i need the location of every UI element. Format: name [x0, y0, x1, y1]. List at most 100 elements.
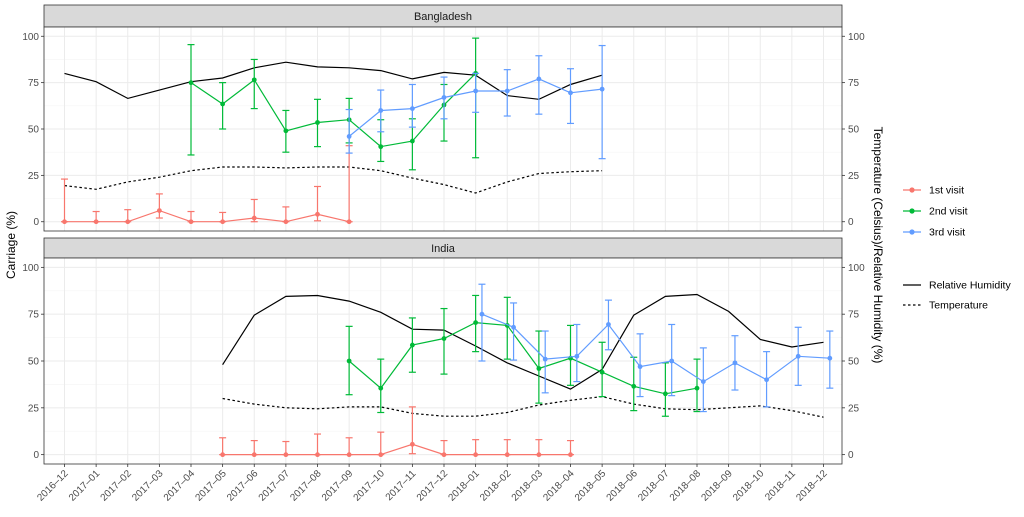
y-tick-label-right: 50 — [848, 125, 860, 136]
x-tick-label: 2018–08 — [668, 468, 704, 504]
data-point — [188, 80, 194, 86]
data-point — [283, 219, 289, 225]
x-tick-label: 2018–01 — [446, 468, 482, 504]
y-tick-label-right: 75 — [848, 78, 860, 89]
series-line — [481, 313, 830, 383]
data-point — [441, 95, 447, 100]
data-point — [283, 128, 289, 134]
legend-label: 3rd visit — [929, 227, 965, 239]
y-tick-label-left: 50 — [28, 125, 40, 136]
humidity-line — [64, 61, 603, 100]
y-axis-title-right: Temperature (Celsius)/Relative Humidity … — [871, 127, 885, 364]
legend-item-visit: 2nd visit — [903, 206, 968, 218]
data-point — [409, 441, 415, 447]
x-tick-label: 2018–03 — [510, 468, 546, 504]
data-point — [346, 452, 352, 458]
data-point — [251, 452, 257, 458]
y-tick-label-left: 100 — [22, 32, 39, 43]
legend-key-point — [909, 187, 915, 193]
legend-label: 1st visit — [929, 185, 964, 197]
data-point — [346, 134, 352, 139]
data-point — [669, 358, 675, 364]
series-line — [64, 209, 350, 223]
data-point — [315, 452, 320, 458]
data-point — [220, 219, 226, 225]
data-point — [568, 90, 573, 96]
data-point — [409, 342, 415, 348]
data-point — [441, 452, 447, 458]
data-point — [536, 76, 542, 82]
series-line — [190, 72, 477, 148]
data-point — [62, 219, 67, 225]
y-tick-label-right: 25 — [848, 403, 860, 414]
legend-item-env: Relative Humidity — [903, 280, 1011, 292]
x-tick-label: 2017–12 — [415, 468, 451, 504]
data-point — [536, 452, 542, 458]
x-tick-label: 2017–08 — [288, 468, 324, 504]
x-tick-label: 2017–09 — [320, 468, 356, 504]
x-tick-label: 2016–12 — [35, 468, 71, 504]
data-point — [536, 366, 542, 371]
x-tick-label: 2017–04 — [162, 468, 198, 504]
data-point — [662, 391, 668, 397]
y-tick-label-right: 0 — [848, 217, 854, 228]
y-tick-label-left: 25 — [28, 403, 40, 414]
data-point — [378, 452, 384, 458]
data-point — [504, 452, 510, 458]
series-line — [222, 443, 571, 456]
data-point — [542, 356, 548, 362]
data-point — [637, 364, 643, 370]
y-tick-label-left: 0 — [33, 450, 39, 461]
humidity-line — [222, 293, 824, 390]
legend-key-point — [909, 208, 915, 214]
data-point — [568, 452, 573, 458]
series-3 — [345, 44, 606, 160]
series-3 — [478, 283, 834, 413]
data-point — [441, 336, 447, 341]
data-point — [473, 320, 479, 326]
legend-key-point — [909, 229, 915, 235]
legend-label: 2nd visit — [929, 206, 968, 218]
x-tick-label: 2017–11 — [384, 468, 419, 503]
legend-label: Relative Humidity — [929, 280, 1011, 292]
temperature-line — [222, 395, 824, 418]
x-tick-label: 2018–12 — [794, 468, 830, 504]
panel-india: India 0 0 25 25 50 50 75 75 100 100 — [22, 237, 865, 465]
series-1 — [61, 145, 353, 225]
panel-bangladesh: Bangladesh 0 0 25 25 50 50 75 75 100 100 — [22, 4, 865, 232]
y-tick-label-right: 75 — [848, 310, 860, 321]
data-point — [346, 219, 352, 225]
data-point — [606, 322, 611, 327]
y-tick-label-right: 100 — [848, 263, 865, 274]
data-point — [574, 353, 580, 359]
series-line — [348, 321, 698, 395]
y-tick-label-right: 100 — [848, 32, 865, 43]
y-tick-label-left: 50 — [28, 357, 40, 368]
data-point — [378, 108, 384, 113]
data-point — [827, 355, 833, 361]
data-point — [473, 452, 479, 458]
data-point — [732, 360, 738, 366]
data-point — [188, 219, 194, 225]
data-point — [283, 452, 289, 458]
temperature-line — [64, 166, 603, 194]
data-point — [251, 215, 257, 221]
data-point — [156, 208, 162, 214]
data-point — [93, 219, 99, 225]
y-tick-label-left: 75 — [28, 78, 40, 89]
y-tick-label-left: 100 — [22, 263, 39, 274]
x-tick-label: 2018–05 — [573, 468, 609, 504]
y-axis-title-left: Carriage (%) — [4, 211, 18, 279]
y-tick-label-right: 25 — [848, 171, 860, 182]
data-point — [251, 77, 257, 83]
data-point — [409, 106, 415, 111]
y-tick-label-left: 0 — [33, 217, 39, 228]
data-point — [700, 379, 706, 384]
y-tick-label-right: 50 — [848, 357, 860, 368]
series-2 — [345, 294, 701, 417]
data-point — [599, 86, 605, 92]
x-tick-label: 2017–10 — [352, 468, 388, 504]
data-point — [473, 88, 479, 94]
